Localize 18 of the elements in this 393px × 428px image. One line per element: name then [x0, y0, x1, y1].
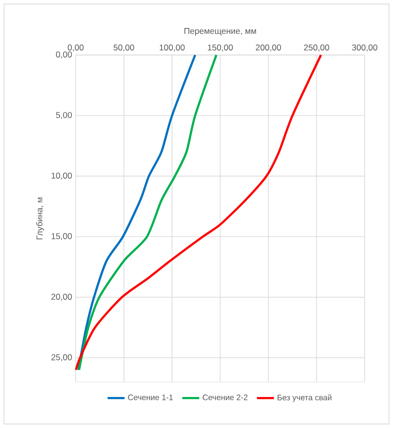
x-tick-label: 100,00 [160, 44, 185, 52]
line-series [77, 54, 196, 371]
x-tick-label: 50,00 [114, 44, 134, 52]
x-tick-label: 300,00 [352, 44, 378, 52]
y-axis-title: Глубина, м [36, 198, 44, 240]
y-tick-label: 25,00 [51, 354, 72, 362]
x-tick-label: 150,00 [208, 44, 233, 52]
line-series [74, 54, 322, 371]
x-tick-label: 200,00 [256, 44, 281, 52]
y-tick-label: 10,00 [52, 172, 72, 180]
y-tick-label: 0,00 [56, 52, 72, 58]
y-tick-label: 20,00 [51, 294, 72, 301]
x-axis-title: Перемещение, мм [184, 28, 256, 36]
y-tick-label: 5,00 [56, 112, 72, 120]
line-series [78, 54, 218, 371]
y-tick-label: 15,00 [52, 233, 72, 240]
x-tick-label: 250,00 [304, 44, 330, 52]
x-tick-label: 0,00 [68, 44, 84, 52]
